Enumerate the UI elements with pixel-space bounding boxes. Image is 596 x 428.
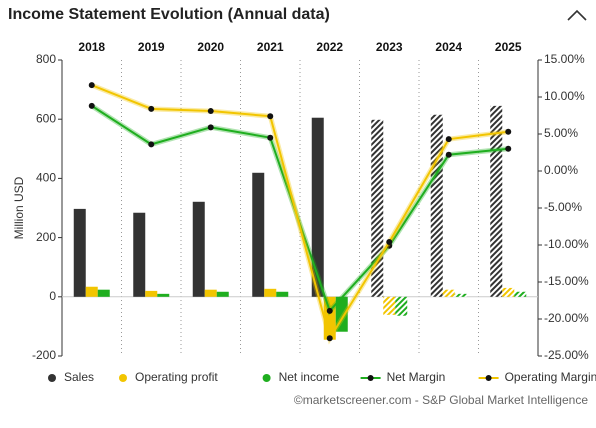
line-point <box>267 134 274 141</box>
line-point <box>505 128 512 135</box>
line-point <box>88 102 95 109</box>
legend-marker <box>48 374 56 382</box>
bar <box>371 119 384 297</box>
line-point <box>207 108 214 115</box>
y2-tick-label: -15.00% <box>544 274 589 288</box>
bar <box>192 201 205 297</box>
y2-tick-label: 0.00% <box>544 163 578 177</box>
line-point <box>148 141 155 148</box>
x-category-label: 2023 <box>376 40 403 54</box>
bar <box>276 291 289 297</box>
y2-tick-label: 10.00% <box>544 89 585 103</box>
chart-title: Income Statement Evolution (Annual data) <box>8 6 330 23</box>
y-tick-label: 0 <box>49 289 56 303</box>
x-category-label: 2022 <box>316 40 343 54</box>
y-tick-label: 200 <box>36 230 56 244</box>
x-category-label: 2019 <box>138 40 165 54</box>
line-point <box>505 145 512 152</box>
line-point <box>326 335 333 342</box>
bar <box>73 208 86 297</box>
bar <box>454 293 467 297</box>
legend-label: Net Margin <box>387 370 446 384</box>
legend-marker <box>367 375 374 381</box>
y-tick-label: 400 <box>36 171 56 185</box>
bar <box>97 289 110 297</box>
credit: ©marketscreener.com - S&P Global Market … <box>294 393 588 407</box>
bar <box>264 288 277 297</box>
bar <box>442 289 455 297</box>
x-category-label: 2024 <box>435 40 462 54</box>
bar <box>157 293 170 297</box>
y-tick-label: 600 <box>36 111 56 125</box>
line-point <box>386 239 393 246</box>
bar <box>145 290 158 297</box>
y2-tick-label: 5.00% <box>544 126 578 140</box>
line-point <box>207 124 214 131</box>
legend-marker <box>119 374 127 382</box>
bar <box>133 212 146 297</box>
y-axis-label: Million USD <box>12 176 26 239</box>
y2-tick-label: -25.00% <box>544 348 589 362</box>
line-point <box>267 113 274 120</box>
y2-tick-label: -10.00% <box>544 237 589 251</box>
line-point <box>88 82 95 89</box>
y2-tick-label: -20.00% <box>544 311 589 325</box>
y2-tick-label: -5.00% <box>544 200 582 214</box>
line-point <box>445 136 452 143</box>
legend-label: Operating profit <box>135 370 218 384</box>
bar <box>311 117 324 297</box>
line <box>91 84 509 341</box>
bar <box>216 291 229 297</box>
bar <box>502 287 515 297</box>
x-category-label: 2018 <box>78 40 105 54</box>
line-point <box>326 307 333 314</box>
y2-tick-label: 15.00% <box>544 52 585 66</box>
bar <box>85 286 98 297</box>
bar <box>204 289 217 297</box>
bar <box>490 105 503 297</box>
bar <box>252 172 265 297</box>
legend-label: Net income <box>279 370 340 384</box>
y-tick-label: 800 <box>36 52 56 66</box>
line-point <box>445 151 452 158</box>
x-category-label: 2020 <box>197 40 224 54</box>
legend-marker <box>262 374 271 382</box>
y-tick-label: -200 <box>32 348 56 362</box>
legend-marker <box>485 375 492 381</box>
legend-label: Sales <box>64 370 94 384</box>
legend-label: Operating Margin <box>505 370 596 384</box>
bar <box>395 296 408 316</box>
line-point <box>148 105 155 112</box>
x-category-label: 2021 <box>257 40 284 54</box>
bar <box>383 296 396 315</box>
x-category-label: 2025 <box>495 40 522 54</box>
bar <box>514 291 527 297</box>
bar <box>430 114 443 297</box>
collapse-button[interactable] <box>567 9 587 21</box>
